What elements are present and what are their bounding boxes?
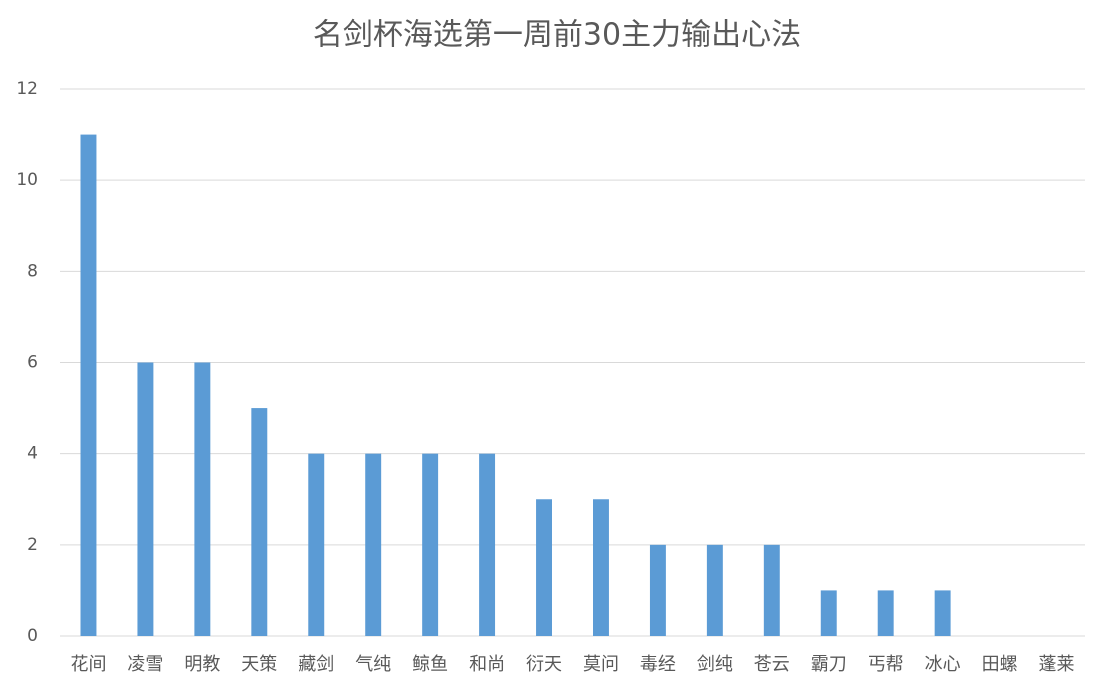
x-tick-label: 明教 — [184, 654, 220, 675]
y-tick-label: 10 — [16, 170, 38, 190]
x-tick-label: 花间 — [70, 654, 106, 675]
bar — [308, 453, 325, 636]
x-tick-label: 气纯 — [355, 654, 391, 675]
bar — [706, 544, 723, 636]
bar — [365, 453, 382, 636]
bar — [820, 590, 837, 636]
bar — [536, 499, 552, 636]
y-tick-label: 4 — [27, 444, 38, 464]
x-tick-label: 田螺 — [982, 654, 1018, 675]
x-tick-label: 剑纯 — [697, 654, 733, 675]
bar — [593, 499, 609, 636]
y-tick-label: 8 — [27, 261, 38, 281]
x-tick-label: 天策 — [241, 654, 277, 675]
x-tick-label: 毒经 — [640, 654, 676, 675]
bar — [422, 453, 439, 636]
x-tick-label: 蓬莱 — [1039, 654, 1075, 675]
bar — [194, 362, 211, 636]
x-tick-label: 冰心 — [925, 654, 961, 675]
bar — [251, 408, 268, 636]
bar — [80, 134, 97, 637]
bar — [877, 590, 894, 636]
chart-title: 名剑杯海选第一周前30主力输出心法 — [313, 18, 801, 53]
y-tick-label: 2 — [27, 535, 38, 555]
x-tick-label: 丐帮 — [868, 654, 904, 675]
y-tick-label: 6 — [27, 353, 38, 373]
y-tick-label: 12 — [16, 79, 38, 99]
x-tick-label: 鲸鱼 — [412, 654, 448, 675]
x-tick-label: 苍云 — [754, 654, 790, 675]
bar — [479, 453, 496, 636]
bar — [137, 362, 154, 636]
x-tick-label: 衍天 — [526, 654, 562, 675]
x-tick-label: 霸刀 — [811, 654, 847, 675]
x-tick-label: 藏剑 — [298, 654, 334, 675]
bar — [934, 590, 951, 636]
x-tick-label: 凌雪 — [127, 654, 163, 675]
y-tick-label: 0 — [27, 626, 38, 646]
bar — [649, 544, 666, 636]
x-tick-label: 莫问 — [583, 654, 619, 675]
bar — [763, 544, 780, 636]
x-tick-label: 和尚 — [469, 654, 505, 675]
